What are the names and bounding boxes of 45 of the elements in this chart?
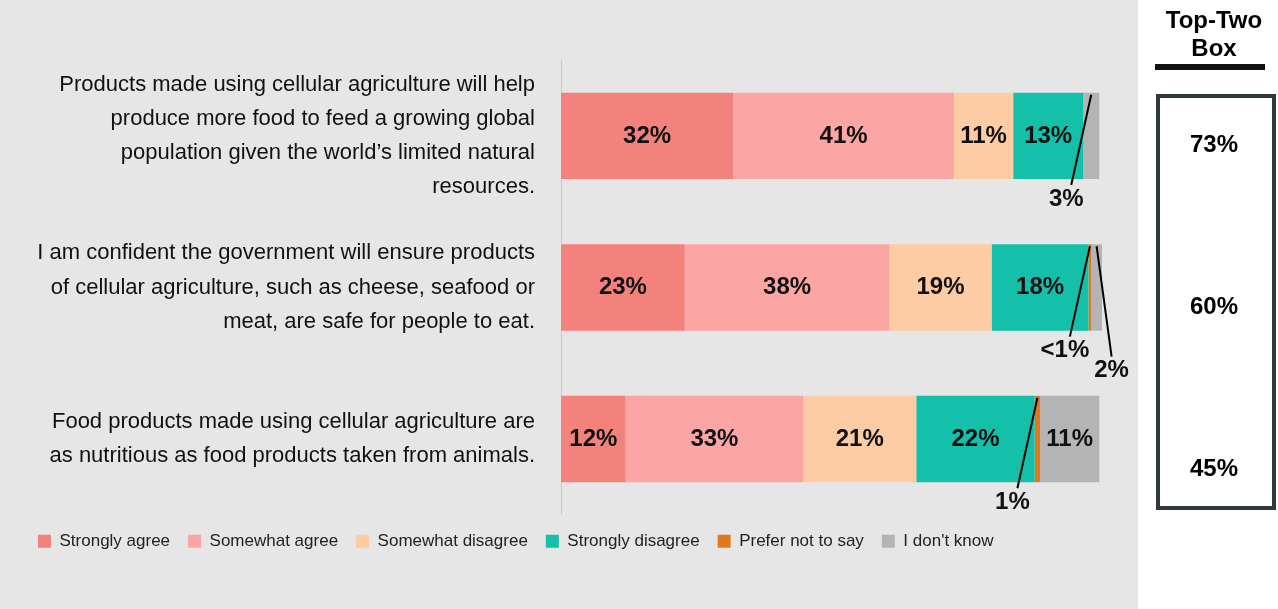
data-label: 38% [763,272,812,300]
bar [561,92,734,180]
bar [991,244,1089,331]
text: 45% [1188,454,1239,482]
data-label: 21% [835,423,884,451]
data-label: 11% [1046,423,1094,451]
data-label: 33% [690,423,739,451]
data-label: 12% [569,423,618,451]
bar [733,92,954,180]
bar [1013,92,1084,180]
legend-label: Strongly agree [59,530,171,550]
legend-label: Prefer not to say [739,530,865,550]
bar [561,244,685,331]
bar [916,395,1035,483]
bar [953,92,1014,180]
legend-label: Strongly disagree [567,530,700,550]
data-label: 18% [1016,272,1065,300]
bar [889,244,992,331]
bar [561,395,626,483]
data-label: 19% [916,272,965,300]
legend-label: Somewhat disagree [377,530,528,550]
y-tick-label: I am confident the government will ensure products of cellular agriculture, such as cheese, seafood or meat, are safe for people to eat. [37,239,535,333]
data-label: 2% [1094,355,1129,383]
data-label: 32% [623,120,672,148]
text: 73% [1188,130,1239,158]
data-label: 23% [598,272,647,300]
data-label: 3% [1048,183,1084,211]
bar [625,395,804,483]
data-label: 1% [995,486,1030,514]
y-tick-label: Food products made using cellular agriculture are as nutritious as food products taken from animals. [49,408,535,468]
bar [684,244,890,331]
text: Top-Two Box [1164,6,1264,62]
bar [1083,92,1100,180]
data-label: 22% [951,423,1000,451]
legend-label: I don't know [903,530,995,550]
bar [1091,244,1102,331]
bar [1040,395,1100,483]
bar [803,395,917,483]
text: 60% [1188,292,1239,320]
data-label: 11% [960,120,1007,148]
data-label: <1% [1040,335,1090,363]
legend-label: Somewhat agree [209,530,339,550]
data-label: 13% [1024,120,1073,148]
y-tick-label: Products made using cellular agriculture will help produce more food to feed a growing global population given the world’s limited natural resources. [59,70,535,199]
data-label: 41% [819,120,868,148]
